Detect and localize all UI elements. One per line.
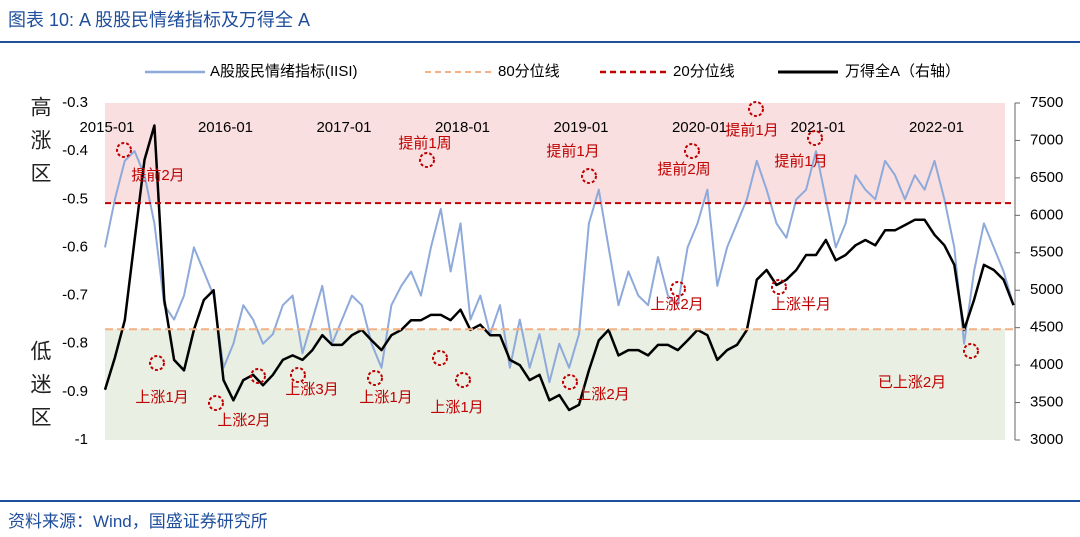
y-tick-label: -0.4	[62, 142, 88, 159]
x-tick-label: 2019-01	[553, 119, 608, 136]
annotation-circle	[419, 152, 435, 168]
y2-tick-label: 6000	[1030, 206, 1063, 223]
legend-label: 20分位线	[673, 63, 735, 80]
y2-tick-label: 7500	[1030, 94, 1063, 111]
annotation: 提前1月	[774, 153, 827, 170]
x-tick-label: 2022-01	[909, 119, 964, 136]
annotation: 上涨1月	[359, 389, 412, 406]
annotation-circle	[581, 168, 597, 184]
annotation: 提前2月	[131, 167, 184, 184]
annotation-circle	[807, 130, 823, 146]
x-tick-label: 2020-01	[672, 119, 727, 136]
annotation-circle	[432, 350, 448, 366]
y-tick-label: -0.8	[62, 335, 88, 352]
y-tick-label: -0.7	[62, 287, 88, 304]
x-tick-label: 2018-01	[435, 119, 490, 136]
x-tick-label: 2017-01	[316, 119, 371, 136]
y2-tick-label: 7000	[1030, 131, 1063, 148]
annotation-circle	[455, 372, 471, 388]
x-tick-label: 2015-01	[79, 119, 134, 136]
annotation: 已上涨2月	[878, 374, 946, 391]
annotation-circle	[250, 368, 266, 384]
y2-tick-label: 4000	[1030, 356, 1063, 373]
y2-tick-label: 5500	[1030, 244, 1063, 261]
annotation-circle	[367, 370, 383, 386]
annotation: 上涨1月	[135, 389, 188, 406]
annotation: 提前2周	[657, 161, 710, 178]
annotation-circle	[208, 395, 224, 411]
x-tick-label: 2016-01	[198, 119, 253, 136]
annotation: 上涨1月	[430, 399, 483, 416]
x-tick-label: 2021-01	[790, 119, 845, 136]
y-tick-label: -0.9	[62, 383, 88, 400]
annotation-circle	[748, 101, 764, 117]
annotation-circle	[684, 143, 700, 159]
series-line	[104, 150, 1015, 384]
header-title: 图表 10: A 股股民情绪指标及万得全 A	[8, 10, 311, 30]
annotation-circle	[116, 142, 132, 158]
y-tick-label: -1	[75, 431, 88, 448]
legend-label: 80分位线	[498, 63, 560, 80]
y2-tick-label: 5000	[1030, 281, 1063, 298]
annotation: 提前1月	[725, 122, 778, 139]
annotation-circle	[290, 367, 306, 383]
annotation-circle	[670, 281, 686, 297]
header-rule	[0, 41, 1080, 43]
zone-label: 低迷区	[28, 340, 51, 439]
annotation: 提前1周	[398, 135, 451, 152]
annotation-circle	[963, 343, 979, 359]
y2-tick-label: 3500	[1030, 394, 1063, 411]
zone-label: 高涨区	[28, 96, 51, 195]
y2-tick-label: 4500	[1030, 319, 1063, 336]
annotation: 提前1月	[546, 143, 599, 160]
y-tick-label: -0.5	[62, 190, 88, 207]
annotation: 上涨2月	[576, 386, 629, 403]
y-tick-label: -0.3	[62, 94, 88, 111]
low-zone	[105, 329, 1005, 440]
footer-rule	[0, 500, 1080, 502]
legend-label: 万得全A（右轴）	[845, 62, 960, 80]
high-zone	[105, 103, 1005, 204]
footer-source: 资料来源：Wind，国盛证券研究所	[8, 512, 268, 531]
legend-label: A股股民情绪指标(IISI)	[210, 63, 358, 80]
annotation-circle	[771, 279, 787, 295]
annotation: 上涨2月	[650, 296, 703, 313]
y-tick-label: -0.6	[62, 238, 88, 255]
annotation: 上涨半月	[771, 296, 831, 313]
series-line	[103, 124, 1015, 412]
annotation-circle	[562, 374, 578, 390]
annotation: 上涨3月	[285, 381, 338, 398]
y2-tick-label: 6500	[1030, 169, 1063, 186]
annotation-circle	[149, 355, 165, 371]
y2-tick-label: 3000	[1030, 431, 1063, 448]
annotation: 上涨2月	[217, 412, 270, 429]
